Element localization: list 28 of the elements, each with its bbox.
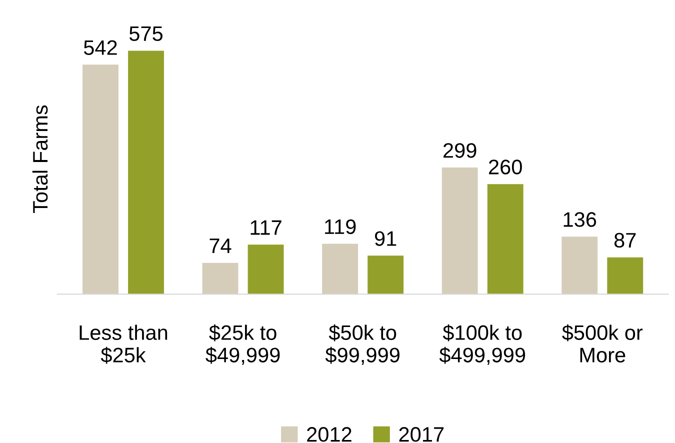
- bar: [202, 262, 238, 294]
- data-label: 91: [374, 231, 396, 246]
- data-label: 136: [564, 212, 596, 227]
- x-tick-label: $500k or More: [562, 324, 643, 362]
- bar: [442, 168, 478, 294]
- x-tick-label: $25k to $49,999: [206, 324, 280, 365]
- bar: [562, 236, 598, 294]
- data-label: 299: [444, 143, 476, 158]
- bar: [82, 64, 118, 294]
- bar: [487, 184, 524, 294]
- legend-label: 2017: [399, 427, 444, 442]
- bar: [128, 50, 164, 294]
- bar: [607, 257, 644, 294]
- y-axis-title: Total Farms: [32, 105, 48, 213]
- x-tick-label: $50k to $99,999: [325, 324, 400, 365]
- x-tick-label: $100k to $499,999: [439, 324, 526, 365]
- bar: [322, 244, 358, 294]
- x-tick-label: Less than $25k: [80, 324, 168, 364]
- data-label: 74: [210, 238, 232, 253]
- data-label: 260: [489, 160, 522, 174]
- data-label: 117: [250, 220, 282, 235]
- data-label: 575: [129, 26, 163, 42]
- bar: [248, 244, 284, 294]
- bar: [368, 256, 404, 294]
- data-label: 119: [325, 219, 356, 234]
- data-label: 87: [614, 232, 636, 248]
- legend-label: 2012: [307, 427, 352, 442]
- data-label: 542: [84, 40, 117, 55]
